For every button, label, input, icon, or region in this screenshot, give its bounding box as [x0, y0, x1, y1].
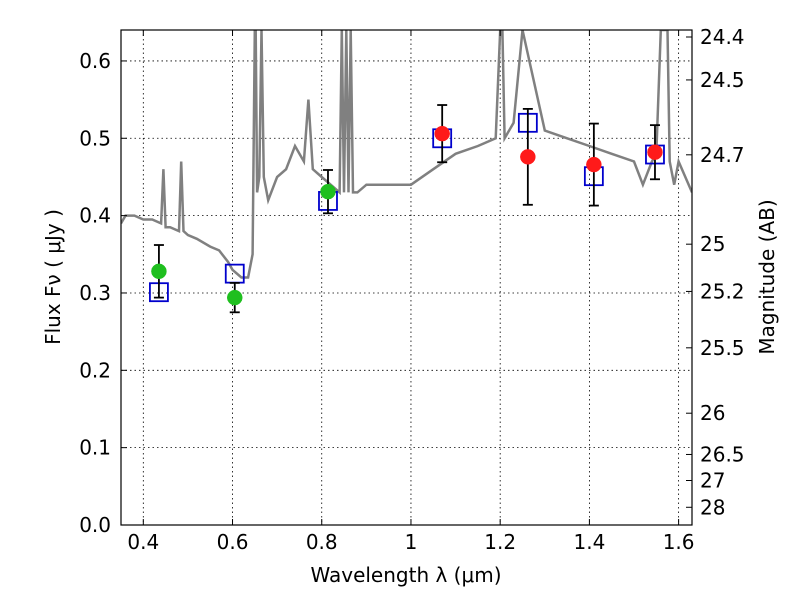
x-axis: 0.4 0.6 0.8 1 1.2 1.4 1.6 — [127, 30, 695, 554]
y2-tick-label: 27 — [700, 468, 725, 492]
y-tick-label: 0.2 — [79, 358, 111, 382]
y2-tick-label: 26.5 — [700, 442, 745, 466]
y2-tick-label: 25.5 — [700, 336, 745, 360]
y2-tick-label: 28 — [700, 495, 725, 519]
y-axis: 0.0 0.1 0.2 0.3 0.4 0.5 0.6 — [79, 49, 127, 537]
gridlines — [121, 30, 692, 526]
x-tick-label: 1 — [405, 530, 418, 554]
red-point — [520, 149, 536, 165]
plot-area — [121, 30, 692, 314]
y-tick-label: 0.4 — [79, 204, 111, 228]
green-point — [320, 183, 336, 200]
y-tick-label: 0.3 — [79, 281, 111, 305]
red-point — [434, 125, 450, 142]
y-tick-label: 0.5 — [79, 126, 111, 150]
y2-tick-label: 25 — [700, 232, 725, 256]
y2-tick-label: 24.4 — [700, 25, 745, 49]
y2-tick-label: 26 — [700, 401, 725, 425]
y2-axis: 24.4 24.5 24.7 25 25.2 25.5 26 26.527 28 — [686, 25, 745, 519]
y2-tick-label: 25.2 — [700, 279, 745, 303]
x-tick-label: 0.8 — [306, 530, 338, 554]
green-point — [227, 289, 243, 306]
y2-tick-label: 24.5 — [700, 68, 745, 92]
red-point — [586, 156, 602, 173]
x-axis-label: Wavelength λ (μm) — [310, 563, 501, 587]
x-tick-label: 1.4 — [573, 530, 605, 554]
red-point — [647, 144, 663, 160]
x-tick-label: 1.2 — [484, 530, 516, 554]
y2-tick-label: 24.7 — [700, 143, 745, 167]
x-tick-label: 1.6 — [663, 530, 695, 554]
x-tick-label: 0.4 — [127, 530, 159, 554]
y-tick-label: 0.1 — [79, 436, 111, 460]
spectrum-line — [121, 30, 692, 279]
green-point — [151, 263, 167, 280]
y-tick-label: 0.0 — [79, 513, 111, 537]
y-tick-label: 0.6 — [79, 49, 111, 73]
y2-axis-label: Magnitude (AB) — [755, 199, 779, 354]
y-axis-label: Flux Fν ( μJy ) — [41, 209, 65, 345]
plot-frame — [120, 29, 693, 526]
x-tick-label: 0.6 — [217, 530, 249, 554]
